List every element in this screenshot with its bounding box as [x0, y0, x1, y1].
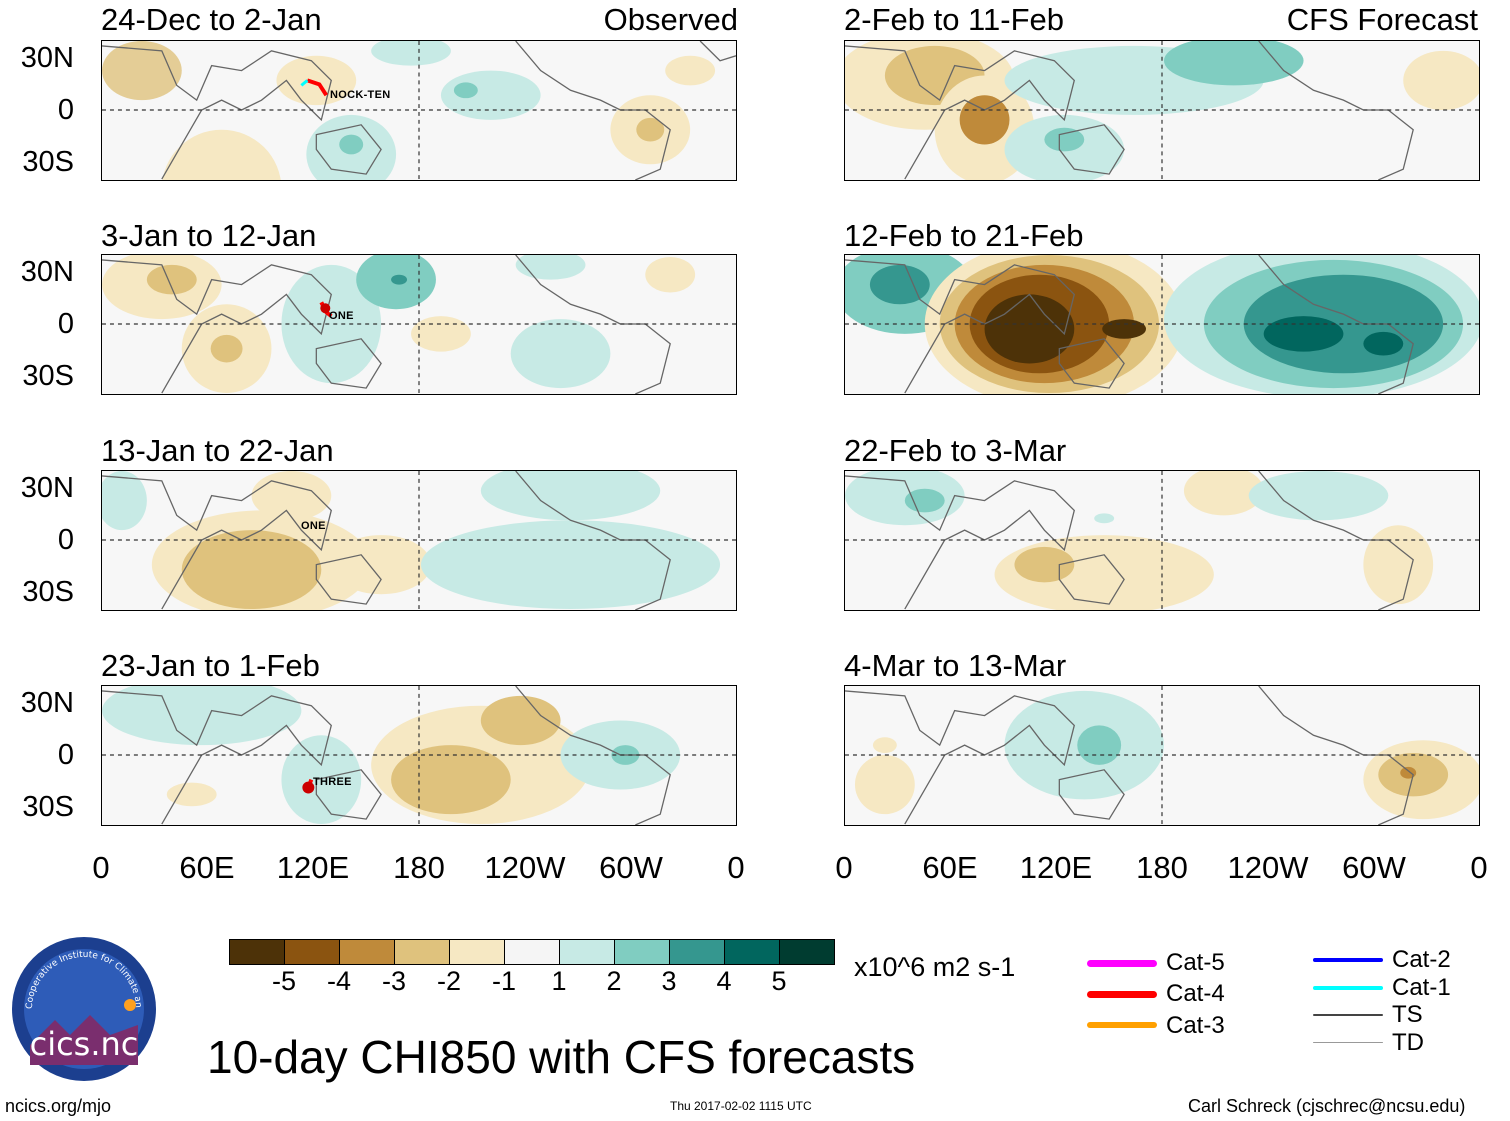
- storm-label: NOCK-TEN: [330, 89, 391, 101]
- lat-label: 30N: [20, 42, 74, 74]
- legend-label: Cat-5: [1166, 949, 1225, 976]
- lon-label: 0: [1470, 850, 1488, 885]
- legend-line-ts: [1313, 1014, 1383, 1016]
- map-plot: [844, 685, 1480, 826]
- panel-title: 2-Feb to 11-Feb: [844, 2, 1064, 37]
- colorbar-label: 5: [771, 966, 787, 996]
- map-plot: THREE: [101, 685, 737, 826]
- legend-line-cat5: [1087, 960, 1157, 967]
- panel-title: 4-Mar to 13-Mar: [844, 648, 1067, 683]
- legend-label: Cat-3: [1166, 1012, 1225, 1039]
- panel-title: 24-Dec to 2-Jan: [101, 2, 322, 37]
- storm-label: ONE: [329, 310, 354, 322]
- lat-label: 30N: [20, 472, 74, 504]
- colorbar-label: -2: [436, 966, 462, 996]
- lat-label: 30S: [22, 360, 74, 392]
- lon-label: 60W: [1342, 850, 1406, 885]
- lon-label: 120W: [1227, 850, 1309, 885]
- map-plot: ONE: [101, 254, 737, 395]
- lon-label: 120E: [1019, 850, 1093, 885]
- lat-label: 0: [57, 739, 74, 771]
- legend-line-td: [1313, 1042, 1383, 1043]
- colorbar-label: 3: [661, 966, 677, 996]
- lat-label: 0: [57, 524, 74, 556]
- lon-label: 60E: [922, 850, 978, 885]
- map-plot: NOCK-TEN: [101, 40, 737, 181]
- footer-author: Carl Schreck (cjschrec@ncsu.edu): [1188, 1096, 1466, 1116]
- lon-label: 120E: [276, 850, 350, 885]
- colorbar-label: 1: [551, 966, 567, 996]
- footer-timestamp: Thu 2017-02-02 1115 UTC: [670, 1099, 812, 1113]
- lon-label: 180: [1136, 850, 1188, 885]
- lat-label: 0: [57, 308, 74, 340]
- legend-label: TD: [1392, 1029, 1424, 1056]
- map-plot: [844, 40, 1480, 181]
- lat-label: 30N: [20, 256, 74, 288]
- colorbar-swatch: [780, 940, 834, 964]
- colorbar-swatch: [670, 940, 725, 964]
- cics-logo: Cooperative Institute for Climate and Sa…: [7, 928, 158, 1083]
- panel-title: 23-Jan to 1-Feb: [101, 648, 320, 683]
- colorbar-swatch: [285, 940, 340, 964]
- lat-label: 30S: [22, 576, 74, 608]
- colorbar-swatch: [505, 940, 560, 964]
- lon-label: 0: [835, 850, 853, 885]
- panel-title: 22-Feb to 3-Mar: [844, 433, 1067, 468]
- footer-url[interactable]: ncics.org/mjo: [5, 1096, 112, 1116]
- colorbar: [229, 939, 835, 965]
- lon-label: 0: [92, 850, 110, 885]
- storm-label: ONE: [301, 520, 326, 532]
- colorbar-label: 2: [606, 966, 622, 996]
- colorbar-swatch: [230, 940, 285, 964]
- colorbar-label: 4: [716, 966, 732, 996]
- lat-label: 30N: [20, 687, 74, 719]
- colorbar-swatch: [560, 940, 615, 964]
- lat-label: 0: [57, 94, 74, 126]
- lon-label: 60W: [599, 850, 663, 885]
- map-plot: [844, 254, 1480, 395]
- main-title: 10-day CHI850 with CFS forecasts: [207, 1031, 916, 1083]
- colorbar-units: x10^6 m2 s-1: [854, 952, 1016, 982]
- legend-label: Cat-2: [1392, 946, 1451, 973]
- lat-label: 30S: [22, 791, 74, 823]
- colorbar-label: -5: [271, 966, 297, 996]
- lon-label: 180: [393, 850, 445, 885]
- lon-label: 0: [727, 850, 745, 885]
- column-tag-observed: Observed: [603, 2, 738, 37]
- colorbar-swatch: [615, 940, 670, 964]
- colorbar-swatch: [725, 940, 780, 964]
- colorbar-label: -4: [326, 966, 352, 996]
- legend-line-cat1: [1313, 986, 1383, 990]
- legend-label: Cat-1: [1392, 974, 1451, 1001]
- colorbar-label: -3: [381, 966, 407, 996]
- lat-label: 30S: [22, 146, 74, 178]
- colorbar-label: -1: [491, 966, 517, 996]
- panel-title: 13-Jan to 22-Jan: [101, 433, 334, 468]
- map-plot: ONE: [101, 470, 737, 611]
- storm-label: THREE: [313, 776, 352, 788]
- colorbar-swatch: [340, 940, 395, 964]
- column-tag-forecast: CFS Forecast: [1286, 2, 1478, 37]
- map-plot: [844, 470, 1480, 611]
- panel-title: 3-Jan to 12-Jan: [101, 218, 317, 253]
- legend-line-cat2: [1313, 958, 1383, 962]
- colorbar-swatch: [450, 940, 505, 964]
- legend-line-cat4: [1087, 991, 1157, 998]
- legend-line-cat3: [1087, 1022, 1157, 1028]
- legend-label: TS: [1392, 1001, 1423, 1028]
- lon-label: 60E: [179, 850, 235, 885]
- panel-title: 12-Feb to 21-Feb: [844, 218, 1084, 253]
- logo-text: cics.nc: [29, 1025, 139, 1063]
- legend-label: Cat-4: [1166, 980, 1225, 1007]
- colorbar-swatch: [395, 940, 450, 964]
- lon-label: 120W: [484, 850, 566, 885]
